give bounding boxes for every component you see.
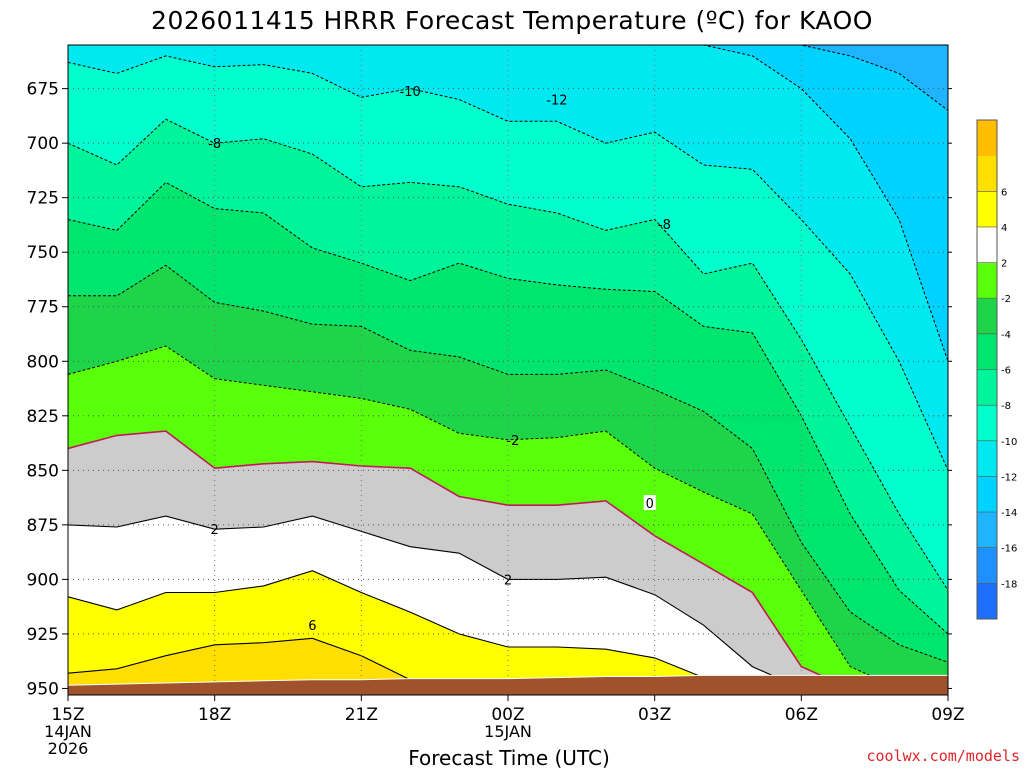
isotherm-line [68,264,948,663]
temperature-band [68,45,948,111]
isotherm-line [68,55,948,471]
contour-label: -8 [208,137,221,152]
ground-layer [68,674,948,695]
y-tick-label: 775 [27,298,59,318]
contour-label-bg [643,495,656,511]
colorbar-swatch [977,298,997,335]
colorbar-swatch [977,583,997,620]
y-tick-label: 725 [27,189,59,209]
x-tick-label: 03Z [638,705,671,725]
x-tick-label: 00Z [491,705,524,725]
x-tick-label: 06Z [785,705,818,725]
colorbar-swatch [977,547,997,584]
x-tick-date: 15JAN [484,722,532,741]
contour-label: -12 [546,94,567,109]
colorbar-swatch [977,476,997,513]
contour-label-text: -2 [506,434,519,449]
y-tick-label: 700 [27,134,59,154]
colorbar-label: -2 [1001,294,1011,305]
colorbar-label: -16 [1001,544,1017,555]
y-tick-label: 925 [27,625,59,645]
colorbar-swatch [977,512,997,549]
colorbar-label: -6 [1001,366,1011,377]
y-tick-label: 675 [27,80,59,100]
colorbar-label: 6 [1001,187,1007,198]
contour-label-text: 2 [211,523,219,538]
colorbar-swatch [977,369,997,406]
contour-label-text: -8 [208,137,221,152]
y-tick-label: 950 [27,679,59,699]
contour-label: -2 [506,434,519,449]
x-tick-label: 09Z [931,705,964,725]
colorbar-swatch [977,440,997,477]
colorbar-label: 4 [1001,223,1007,234]
colorbar-swatch [977,191,997,228]
colorbar-label: -18 [1001,579,1017,590]
x-tick-label: 18Z [198,705,231,725]
colorbar-legend: -18 -16 -14 -12 -10 -8 -6 -4 -2 2 4 6 [976,119,1017,620]
contour-label: 6 [308,619,316,634]
y-tick-label: 825 [27,407,59,427]
x-tick-year: 2026 [48,739,89,758]
colorbar-label: -10 [1001,437,1017,448]
colorbar-swatch [977,155,997,192]
contour-label: -10 [400,85,421,100]
x-tick-label: 21Z [345,705,378,725]
grid-layer [68,45,948,695]
colorbar-label: -12 [1001,472,1017,483]
contour-label-text: 6 [308,619,316,634]
contour-label-text: -12 [546,94,567,109]
y-tick-label: 850 [27,461,59,481]
contour-label-text: -10 [400,85,421,100]
contour-label: 2 [211,523,219,538]
colorbar-label: -4 [1001,330,1011,341]
y-tick-label: 875 [27,516,59,536]
temperature-band [68,45,948,362]
contour-label-text: 2 [504,573,512,588]
colorbar-swatch [977,262,997,299]
y-tick-label: 900 [27,570,59,590]
colorbar-swatch [977,405,997,442]
credit-link[interactable]: coolwx.com/models [866,747,1020,765]
colorbar-swatch [977,333,997,370]
colorbar-swatch [977,120,997,157]
y-tick-label: 800 [27,352,59,372]
isotherm-line [68,118,948,591]
x-tick-label: 15Z [51,705,84,725]
x-axis-label: Forecast Time (UTC) [408,746,610,768]
colorbar-label: 2 [1001,259,1007,270]
x-tick-date: 14JAN [44,722,92,741]
colorbar-label: -8 [1001,401,1011,412]
contour-label-layer: -10 -12 -8 -8 -2 0 2 2 6 [208,85,671,634]
ground-surface [68,674,948,695]
contour-label-text: -8 [658,218,671,233]
contour-label: 0 [643,495,656,512]
y-axis: 675 700 725 750 775 800 825 850 875 900 925 950 [27,80,952,699]
contour-label-text: 0 [646,497,654,512]
colorbar-swatch [977,226,997,264]
contour-label: -8 [658,218,671,233]
colorbar-label: -14 [1001,508,1017,519]
y-tick-label: 750 [27,243,59,263]
contour-label: 2 [504,573,512,588]
chart-title: 2026011415 HRRR Forecast Temperature (ºC… [151,6,873,35]
